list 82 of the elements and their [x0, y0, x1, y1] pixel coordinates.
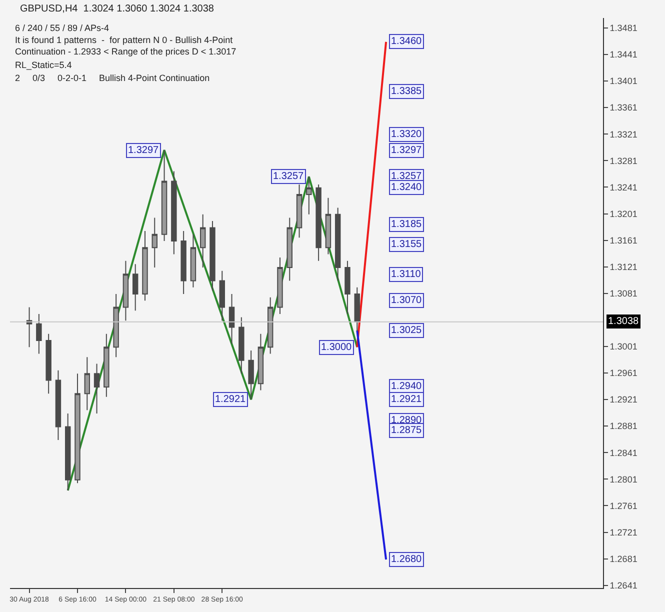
candlestick	[26, 306, 32, 348]
annotation: 1.3000	[321, 342, 352, 353]
annotation: 1.2890	[391, 415, 422, 426]
candlestick	[84, 356, 90, 411]
y-tick-label: 1.2841	[610, 448, 638, 458]
candlestick	[325, 197, 332, 255]
y-tick-label: 1.2761	[610, 500, 638, 511]
chart-title: GBPUSD,H4 1.3024 1.3060 1.3024 1.3038	[20, 3, 214, 14]
y-tick-label: 1.2681	[610, 554, 638, 564]
candlestick	[122, 260, 129, 322]
candlestick	[334, 207, 341, 282]
annotation: 1.3110	[391, 269, 422, 280]
annotation: 2 0/3 0-2-0-1 Bullish 4-Point Continuation	[15, 73, 210, 83]
annotation: It is found 1 patterns - for pattern N 0 - Bullish 4-Point Continuation - 1.2933 < Range of the prices D < 1.3017	[15, 35, 236, 57]
candlestick	[228, 294, 235, 344]
annotation: 6 / 240 / 55 / 89 / APs-4	[15, 23, 110, 33]
y-tick-label: 1.3161	[610, 235, 638, 246]
y-tick-label: 1.2921	[610, 394, 638, 405]
annotation: 1.2940	[391, 381, 422, 392]
y-tick-label: 1.2641	[610, 580, 638, 590]
candlestick	[296, 184, 302, 238]
candlestick	[277, 257, 283, 314]
annotation: 1.3257	[391, 171, 422, 182]
annotation: 1.3257	[273, 171, 304, 182]
candlestick	[180, 230, 186, 295]
y-tick-label: 1.3121	[610, 262, 638, 272]
ref-line-label: 1.3038	[608, 316, 640, 327]
y-tick-label: 1.3361	[610, 102, 638, 113]
annotation: RL_Static=5.4	[15, 60, 72, 70]
annotation: 1.3385	[391, 86, 422, 97]
y-tick-label: 1.3241	[610, 182, 638, 192]
y-tick-label: 1.3481	[610, 23, 638, 34]
annotation: 1.3297	[128, 145, 160, 156]
candlestick	[306, 176, 312, 215]
y-tick-label: 1.3281	[610, 156, 638, 166]
annotation: 1.3240	[391, 182, 422, 193]
y-tick-label: 1.2721	[610, 527, 638, 538]
annotation: 1.2921	[391, 394, 422, 405]
annotation: 1.3320	[391, 129, 422, 140]
candlestick	[219, 270, 225, 322]
annotation: 1.3025	[391, 325, 422, 336]
candlestick	[316, 184, 322, 262]
candlestick	[55, 370, 62, 441]
candlestick	[36, 313, 42, 354]
candlestick	[46, 333, 52, 394]
candlestick	[267, 296, 274, 354]
candlestick	[64, 412, 71, 491]
y-tick-label: 1.3201	[610, 208, 638, 219]
y-tick-label: 1.3001	[610, 342, 638, 352]
annotation: 1.3297	[391, 145, 422, 156]
candlestick	[152, 217, 158, 268]
candlestick	[238, 316, 244, 374]
y-tick-label: 1.3321	[610, 129, 638, 140]
candlestick	[161, 150, 168, 242]
candlestick	[210, 220, 216, 292]
candlestick	[113, 294, 119, 358]
candlestick	[142, 230, 148, 302]
annotation: 1.2680	[391, 554, 422, 565]
candlestick	[200, 214, 206, 268]
y-tick-label: 1.3441	[610, 50, 638, 60]
y-tick-label: 1.3081	[610, 288, 638, 299]
candlestick	[286, 217, 292, 282]
candlestick	[258, 333, 264, 391]
annotation: 1.3155	[391, 239, 422, 250]
y-tick-label: 1.3401	[610, 76, 638, 86]
y-tick-label: 1.2961	[610, 368, 638, 378]
y-tick-label: 1.2881	[610, 421, 638, 432]
annotation: 1.2875	[391, 425, 422, 436]
candlestick	[344, 260, 350, 314]
candlestick	[132, 264, 138, 312]
candlestick	[94, 363, 100, 414]
y-tick-label: 1.2801	[610, 474, 638, 484]
candlestick	[354, 286, 360, 332]
candlestick	[190, 234, 196, 288]
annotation: 1.2921	[215, 394, 246, 405]
annotation: 1.3460	[391, 36, 422, 47]
annotation: 1.3185	[391, 219, 422, 230]
candlestick	[171, 170, 177, 255]
candlestick	[104, 333, 110, 398]
annotation: 1.3070	[391, 295, 422, 306]
candlestick	[74, 373, 80, 484]
candlestick	[248, 350, 254, 400]
